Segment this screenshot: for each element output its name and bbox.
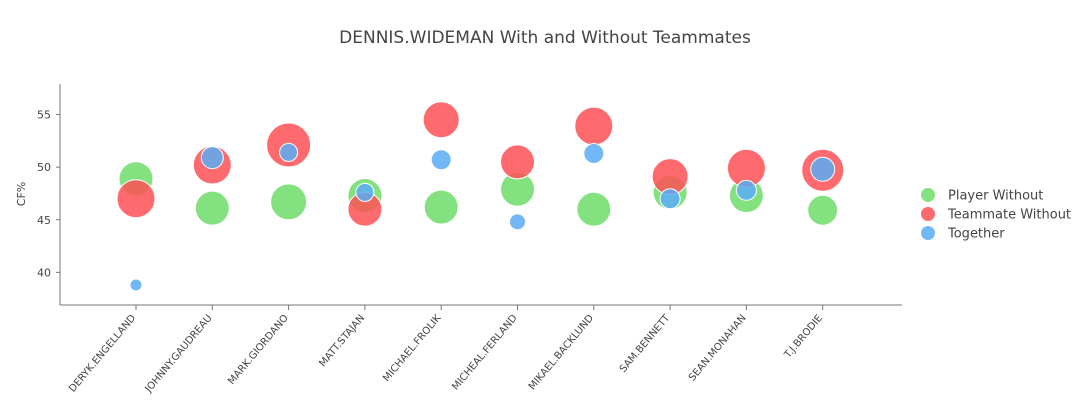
data-point[interactable]: [194, 190, 230, 226]
data-point[interactable]: [735, 179, 757, 201]
data-point[interactable]: [659, 188, 681, 210]
x-tick-label: MICHAEL.FROLIK: [381, 313, 443, 384]
data-point[interactable]: [810, 156, 836, 182]
data-point[interactable]: [576, 191, 612, 227]
legend-swatch[interactable]: [921, 188, 935, 202]
data-point[interactable]: [500, 144, 535, 180]
series-together: [129, 142, 836, 292]
data-point[interactable]: [200, 146, 224, 170]
y-tick-label: 40: [37, 266, 51, 279]
data-point[interactable]: [116, 179, 156, 219]
x-tick-label: T.J.BRODIE: [782, 313, 825, 361]
legend-swatch[interactable]: [921, 226, 935, 240]
data-point[interactable]: [129, 278, 143, 292]
x-tick-label: SEAN.MONAHAN: [687, 313, 749, 384]
legend-swatch[interactable]: [921, 207, 935, 221]
data-point[interactable]: [423, 189, 459, 225]
x-tick-label: MICHEAL.FERLAND: [450, 313, 520, 393]
legend-entry[interactable]: Player Without: [948, 189, 1043, 204]
data-point[interactable]: [583, 142, 605, 164]
legend: Player Without Teammate Without Together: [921, 188, 1071, 242]
x-tick-label: SAM.BENNETT: [618, 312, 673, 375]
x-tick-label: JOHNNY.GAUDREAU: [143, 313, 215, 396]
y-tick-label: 50: [37, 161, 51, 174]
x-tick-label: MARK.GIORDANO: [226, 313, 291, 387]
data-point[interactable]: [807, 194, 839, 226]
legend-entry[interactable]: Together: [947, 227, 1005, 242]
x-tick-label: MIKAEL.BACKLUND: [527, 313, 596, 393]
data-point[interactable]: [279, 142, 299, 162]
y-tick-label: 45: [37, 214, 51, 227]
data-point[interactable]: [574, 106, 614, 146]
y-tick-label: 55: [37, 109, 51, 122]
data-point[interactable]: [270, 183, 308, 221]
data-point[interactable]: [422, 101, 460, 139]
data-point[interactable]: [355, 182, 375, 202]
x-tick-label: MATT.STAJAN: [317, 313, 367, 369]
y-axis-label: CF%: [15, 182, 28, 206]
chart-title: DENNIS.WIDEMAN With and Without Teammate…: [339, 28, 751, 48]
data-point[interactable]: [430, 149, 452, 171]
data-point[interactable]: [509, 213, 526, 231]
x-tick-label: DERYK.ENGELLAND: [67, 313, 138, 395]
legend-entry[interactable]: Teammate Without: [947, 208, 1071, 223]
